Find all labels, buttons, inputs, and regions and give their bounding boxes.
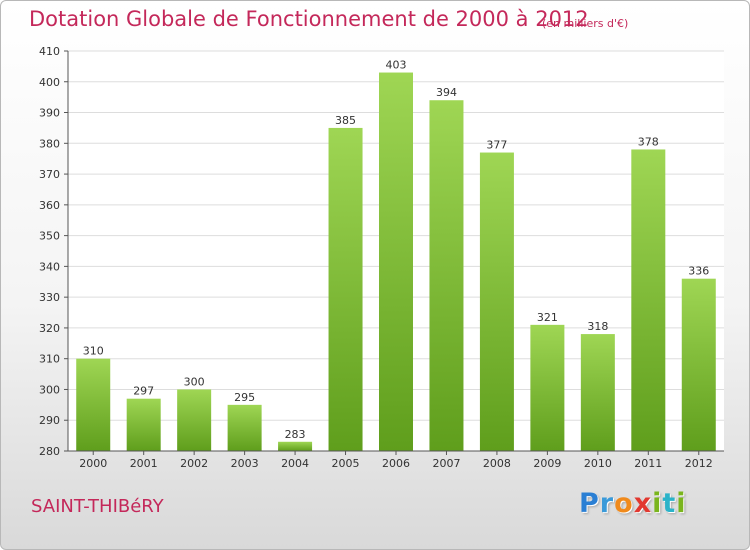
bar: [278, 441, 313, 451]
y-tick-label: 390: [39, 107, 60, 120]
x-tick-label: 2004: [281, 457, 309, 470]
data-label: 321: [537, 311, 558, 324]
x-tick-label: 2012: [685, 457, 713, 470]
bar: [681, 278, 716, 451]
data-label: 378: [638, 135, 659, 148]
bar: [227, 404, 262, 451]
x-tick-label: 2007: [432, 457, 460, 470]
logo-letter: r: [599, 488, 615, 519]
logo-letter: x: [633, 488, 653, 519]
logo-letter: i: [676, 488, 687, 519]
data-label: 394: [436, 86, 457, 99]
x-tick-label: 2010: [584, 457, 612, 470]
bar: [379, 72, 413, 452]
data-label: 318: [587, 320, 608, 333]
bar: [429, 100, 464, 451]
x-tick-label: 2009: [533, 457, 561, 470]
commune-name: SAINT-THIBéRY: [31, 496, 164, 517]
x-tick-label: 2002: [180, 457, 208, 470]
proxiti-logo[interactable]: Proxiti: [579, 488, 687, 519]
y-tick-label: 360: [39, 199, 60, 212]
y-tick-label: 400: [39, 76, 60, 89]
bar: [530, 324, 565, 451]
chart-title: Dotation Globale de Fonctionnement de 20…: [29, 7, 589, 31]
bar: [177, 389, 212, 451]
x-tick-label: 2000: [79, 457, 107, 470]
data-label: 295: [234, 391, 255, 404]
chart-unit: (en milliers d'€): [542, 17, 629, 30]
y-tick-label: 320: [39, 322, 60, 335]
data-label: 385: [335, 114, 356, 127]
bar: [631, 149, 666, 451]
data-label: 377: [486, 139, 507, 152]
x-tick-label: 2005: [332, 457, 360, 470]
logo-letter: i: [652, 488, 663, 519]
y-tick-label: 380: [39, 137, 60, 150]
y-tick-label: 280: [39, 445, 60, 458]
data-label: 336: [688, 265, 709, 278]
data-label: 310: [83, 345, 104, 358]
bar: [328, 127, 363, 451]
bar: [76, 358, 111, 451]
y-tick-label: 340: [39, 260, 60, 273]
x-tick-label: 2006: [382, 457, 410, 470]
x-tick-label: 2003: [231, 457, 259, 470]
y-tick-label: 350: [39, 230, 60, 243]
x-tick-label: 2001: [130, 457, 158, 470]
data-label: 297: [133, 385, 154, 398]
data-label: 403: [386, 59, 407, 72]
y-tick-label: 330: [39, 291, 60, 304]
y-tick-label: 410: [39, 45, 60, 58]
y-tick-label: 370: [39, 168, 60, 181]
data-label: 300: [184, 375, 205, 388]
y-tick-label: 310: [39, 353, 60, 366]
bar: [126, 398, 161, 451]
x-tick-label: 2011: [634, 457, 662, 470]
data-label: 283: [285, 428, 306, 441]
x-tick-label: 2008: [483, 457, 511, 470]
bar: [580, 334, 615, 451]
y-tick-label: 300: [39, 383, 60, 396]
y-tick-label: 290: [39, 414, 60, 427]
bar: [479, 152, 514, 452]
logo-letter: t: [662, 488, 677, 519]
logo-letter: o: [614, 488, 634, 519]
logo-letter: P: [579, 488, 600, 519]
